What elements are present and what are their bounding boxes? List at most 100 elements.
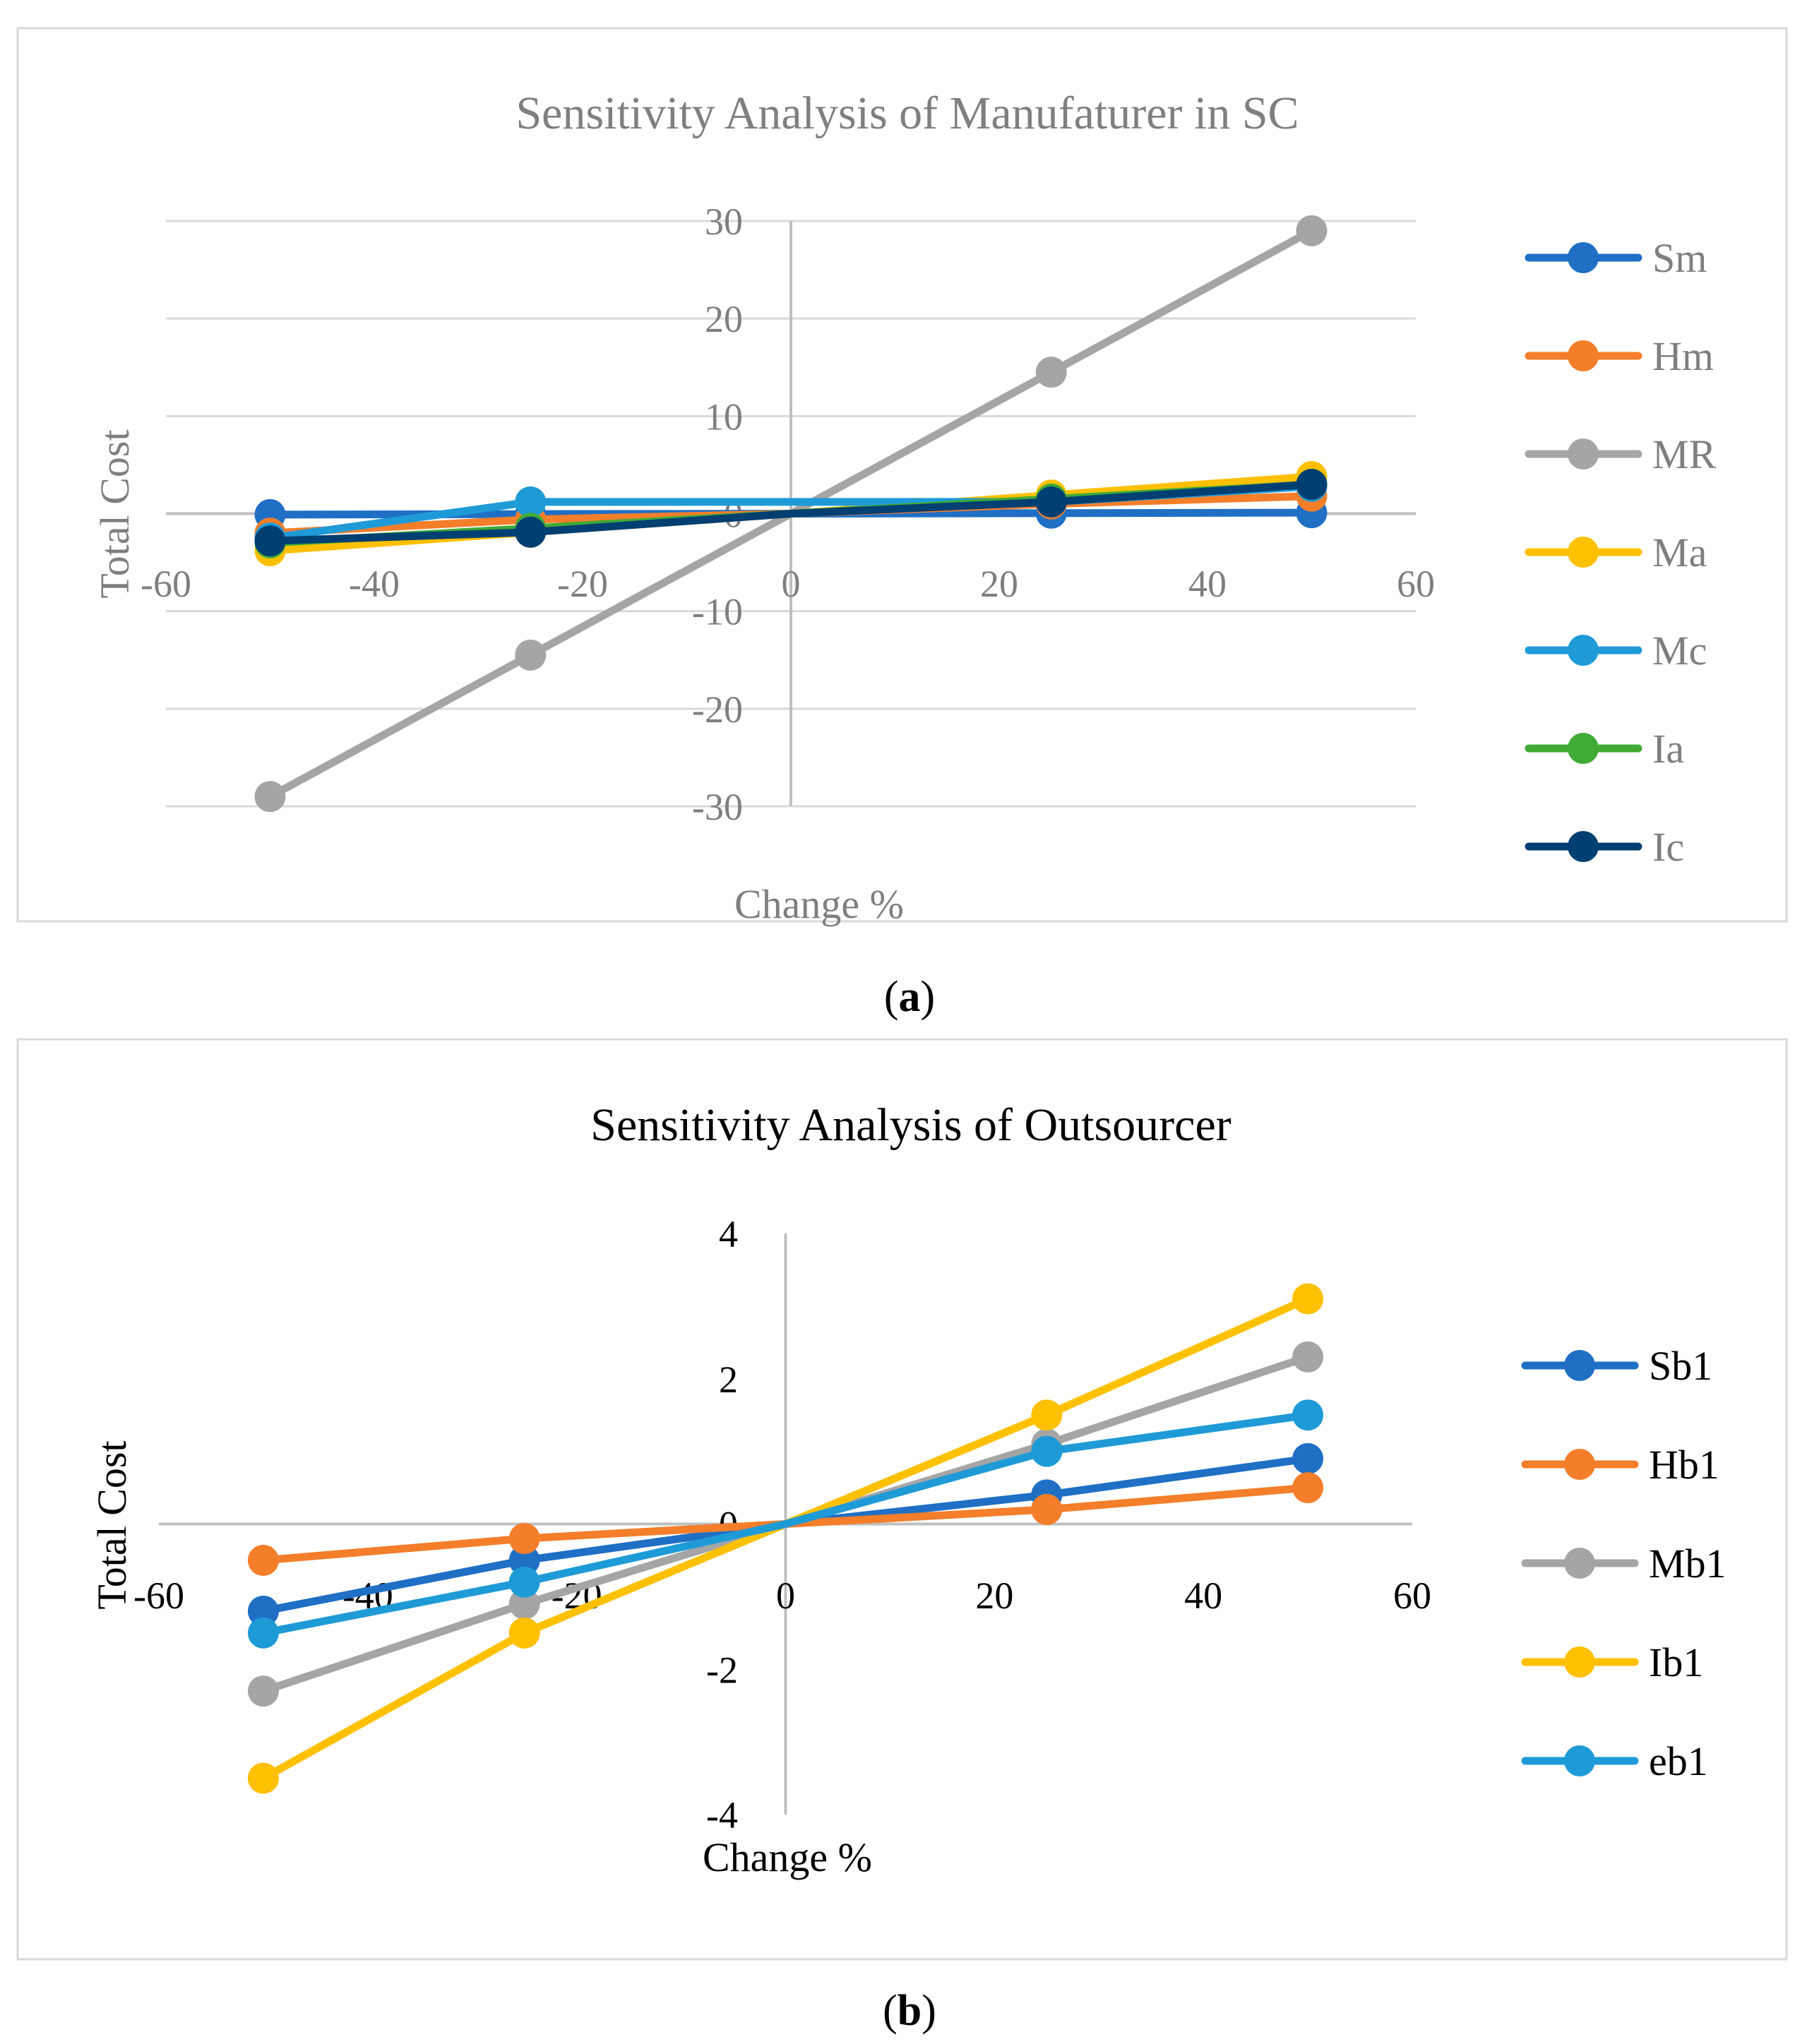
legend-label: MR bbox=[1652, 431, 1717, 477]
y-tick-label: -2 bbox=[706, 1649, 738, 1691]
data-point bbox=[1031, 1399, 1063, 1431]
y-tick-label: 20 bbox=[705, 298, 743, 340]
series-line bbox=[259, 1411, 1312, 1637]
data-point bbox=[254, 525, 286, 557]
legend-entry-Mb1: Mb1 bbox=[1521, 1541, 1726, 1586]
data-point bbox=[515, 516, 547, 548]
legend-marker bbox=[1564, 1646, 1595, 1678]
data-point bbox=[508, 1523, 540, 1555]
data-point bbox=[1031, 1493, 1063, 1525]
data-point bbox=[247, 1617, 279, 1649]
data-point bbox=[508, 1566, 540, 1598]
series-line bbox=[266, 480, 1316, 545]
legend-entry-Hb1: Hb1 bbox=[1521, 1442, 1719, 1488]
y-axis-label: Total Cost bbox=[89, 1440, 135, 1609]
legend-marker bbox=[1564, 1449, 1595, 1480]
legend-entry-Sm: Sm bbox=[1525, 235, 1707, 281]
x-tick-label: -60 bbox=[133, 1574, 184, 1617]
x-tick-label: 40 bbox=[1184, 1574, 1222, 1617]
legend-marker bbox=[1568, 340, 1599, 371]
caption-paren-close: ) bbox=[921, 973, 936, 1021]
data-point bbox=[515, 486, 547, 518]
data-point bbox=[515, 639, 547, 671]
caption-paren-open: ( bbox=[883, 1987, 897, 2035]
legend-marker bbox=[1568, 733, 1599, 764]
panel-caption: (b) bbox=[883, 1987, 936, 2035]
data-point bbox=[247, 1762, 279, 1794]
data-point bbox=[1292, 1283, 1324, 1315]
chart-frame bbox=[16, 1038, 1788, 1961]
x-tick-label: 60 bbox=[1397, 563, 1435, 605]
y-tick-label: 30 bbox=[705, 201, 743, 243]
x-tick-label: 20 bbox=[975, 1574, 1013, 1617]
chart-title: Sensitivity Analysis of Outsourcer bbox=[590, 1099, 1231, 1151]
legend-entry-eb1: eb1 bbox=[1521, 1738, 1708, 1784]
legend-marker bbox=[1564, 1548, 1595, 1579]
data-point bbox=[508, 1588, 540, 1620]
series-eb1 bbox=[247, 1399, 1324, 1649]
y-tick-label: -10 bbox=[692, 591, 743, 633]
x-tick-label: 40 bbox=[1188, 563, 1227, 605]
caption-letter: a bbox=[899, 973, 921, 1021]
x-tick-label: 0 bbox=[776, 1574, 795, 1617]
data-point bbox=[1292, 1442, 1324, 1474]
data-point bbox=[247, 1595, 279, 1627]
caption-paren-open: ( bbox=[884, 973, 899, 1021]
y-tick-label: 2 bbox=[719, 1358, 738, 1401]
legend-label: eb1 bbox=[1649, 1738, 1708, 1784]
x-tick-label: 20 bbox=[980, 563, 1018, 605]
legend-entry-Ib1: Ib1 bbox=[1521, 1639, 1703, 1685]
legend-label: Hb1 bbox=[1649, 1442, 1719, 1488]
x-axis-label: Change % bbox=[703, 1834, 872, 1880]
data-point bbox=[1292, 1472, 1324, 1504]
data-point bbox=[247, 1675, 279, 1707]
data-point bbox=[1292, 1399, 1324, 1431]
y-tick-label: -20 bbox=[692, 688, 743, 731]
y-tick-label: -30 bbox=[692, 786, 743, 828]
x-tick-label: 60 bbox=[1393, 1574, 1431, 1617]
y-axis-label: Total Cost bbox=[92, 429, 138, 598]
legend-entry-Hm: Hm bbox=[1525, 333, 1714, 379]
x-axis-label: Change % bbox=[734, 881, 904, 927]
legend-marker bbox=[1568, 635, 1599, 666]
y-tick-label: -4 bbox=[706, 1794, 738, 1836]
y-tick-label: 10 bbox=[705, 395, 743, 438]
caption-paren-close: ) bbox=[922, 1987, 936, 2035]
data-point bbox=[508, 1544, 540, 1576]
legend-marker bbox=[1568, 242, 1599, 273]
caption-letter: b bbox=[897, 1987, 922, 2035]
legend-entry-Mc: Mc bbox=[1525, 628, 1707, 674]
data-point bbox=[1035, 357, 1067, 388]
data-point bbox=[1031, 1435, 1063, 1467]
data-point bbox=[254, 781, 286, 813]
chart-title: Sensitivity Analysis of Manufaturer in S… bbox=[515, 88, 1299, 139]
legend-entry-Ma: Ma bbox=[1525, 530, 1707, 575]
legend-entry-Ia: Ia bbox=[1525, 726, 1684, 772]
data-point bbox=[1296, 469, 1328, 501]
legend-label: Mb1 bbox=[1649, 1541, 1726, 1586]
legend-label: Hm bbox=[1652, 333, 1714, 379]
data-point bbox=[508, 1617, 540, 1649]
legend-label: Sm bbox=[1652, 235, 1707, 281]
legend-marker bbox=[1564, 1745, 1595, 1776]
legend-label: Ma bbox=[1652, 530, 1707, 575]
legend-marker bbox=[1568, 537, 1599, 568]
data-point bbox=[1296, 215, 1328, 246]
x-tick-label: 0 bbox=[782, 563, 801, 605]
legend-entry-MR: MR bbox=[1525, 431, 1717, 477]
legend-marker bbox=[1564, 1350, 1595, 1381]
x-tick-label: -40 bbox=[349, 563, 400, 605]
legend-label: Ib1 bbox=[1649, 1639, 1703, 1685]
data-point bbox=[1035, 486, 1067, 518]
legend-label: Mc bbox=[1652, 628, 1707, 674]
chart-panel-b: Sensitivity Analysis of Outsourcer -60 -4 0… bbox=[16, 1038, 1788, 1961]
chart-panel-a: Sensitivity Analysis of Manufaturer in S… bbox=[16, 27, 1788, 927]
legend-entry-Ic: Ic bbox=[1525, 824, 1684, 870]
x-tick-label: -20 bbox=[557, 563, 608, 605]
legend-label: Sb1 bbox=[1649, 1343, 1712, 1389]
legend-label: Ic bbox=[1652, 824, 1684, 870]
legend-entry-Sb1: Sb1 bbox=[1521, 1343, 1712, 1389]
legend-marker bbox=[1568, 438, 1599, 470]
legend-marker bbox=[1568, 831, 1599, 862]
